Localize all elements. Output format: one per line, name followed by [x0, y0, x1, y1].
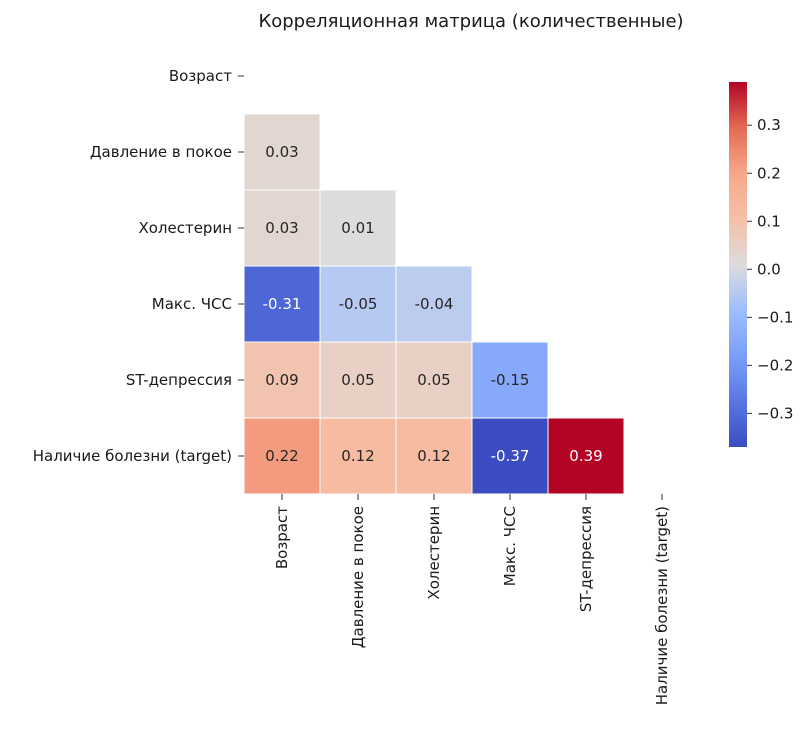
x-tick-label: Наличие болезни (target): [653, 506, 671, 705]
colorbar-tick-label: 0.0: [757, 260, 781, 278]
y-tick-labels: Возраст Давление в покое Холестерин Макс. Ч…: [33, 67, 244, 465]
heatmap-cell: [319, 341, 397, 419]
cell-value-label: 0.01: [341, 219, 374, 237]
colorbar-ticks: 0.3 0.2 0.1 0.0 −0.1 −0.2 −0.3: [747, 116, 793, 422]
colorbar-tick-label: −0.3: [757, 404, 793, 422]
colorbar-tick-label: 0.1: [757, 212, 781, 230]
y-tick-label: ST-депрессия: [126, 371, 232, 389]
y-tick-label: Макс. ЧСС: [152, 295, 232, 313]
cell-value-label: 0.22: [265, 447, 298, 465]
heatmap-cell: [547, 417, 625, 495]
chart-title: Корреляционная матрица (количественные): [258, 11, 683, 32]
cell-value-label: 0.05: [417, 371, 450, 389]
colorbar-tick-label: −0.2: [757, 356, 793, 374]
heatmap-cell: [319, 265, 397, 343]
heatmap-cell: [471, 341, 549, 419]
cell-value-label: 0.12: [341, 447, 374, 465]
x-tick-label: ST-депрессия: [577, 506, 595, 612]
heatmap-cell: [319, 189, 397, 267]
x-tick-label: Холестерин: [425, 506, 443, 600]
y-tick-label: Давление в покое: [90, 143, 232, 161]
x-tick-label: Возраст: [273, 506, 291, 569]
cell-value-label: 0.12: [417, 447, 450, 465]
colorbar: [729, 82, 747, 447]
heatmap-cell: [471, 417, 549, 495]
heatmap-cell: [395, 265, 473, 343]
cell-value-label: 0.05: [341, 371, 374, 389]
x-tick-labels: Возраст Давление в покое Холестерин Макс. Ч…: [273, 494, 671, 705]
heatmap-cell: [243, 265, 321, 343]
cell-value-label: 0.39: [569, 447, 602, 465]
heatmap-cells: 0.03 0.03 0.01 -0.31 -0.05 -0.04 0.09 0.05 0.05 -…: [243, 113, 625, 495]
heatmap-cell: [243, 189, 321, 267]
cell-value-label: -0.15: [491, 371, 530, 389]
x-tick-label: Макс. ЧСС: [501, 506, 519, 586]
cell-value-label: -0.31: [263, 295, 302, 313]
colorbar-tick-label: 0.3: [757, 116, 781, 134]
cell-value-label: 0.03: [265, 219, 298, 237]
colorbar-tick-label: 0.2: [757, 164, 781, 182]
x-tick-label: Давление в покое: [349, 506, 367, 648]
colorbar-tick-label: −0.1: [757, 308, 793, 326]
heatmap-cell: [319, 417, 397, 495]
y-tick-label: Возраст: [169, 67, 232, 85]
cell-value-label: -0.37: [491, 447, 530, 465]
cell-value-label: -0.04: [415, 295, 454, 313]
cell-value-label: 0.09: [265, 371, 298, 389]
y-tick-label: Наличие болезни (target): [33, 447, 232, 465]
cell-value-label: -0.05: [339, 295, 378, 313]
heatmap-cell: [395, 417, 473, 495]
y-tick-label: Холестерин: [138, 219, 232, 237]
cell-value-label: 0.03: [265, 143, 298, 161]
heatmap-cell: [243, 113, 321, 191]
